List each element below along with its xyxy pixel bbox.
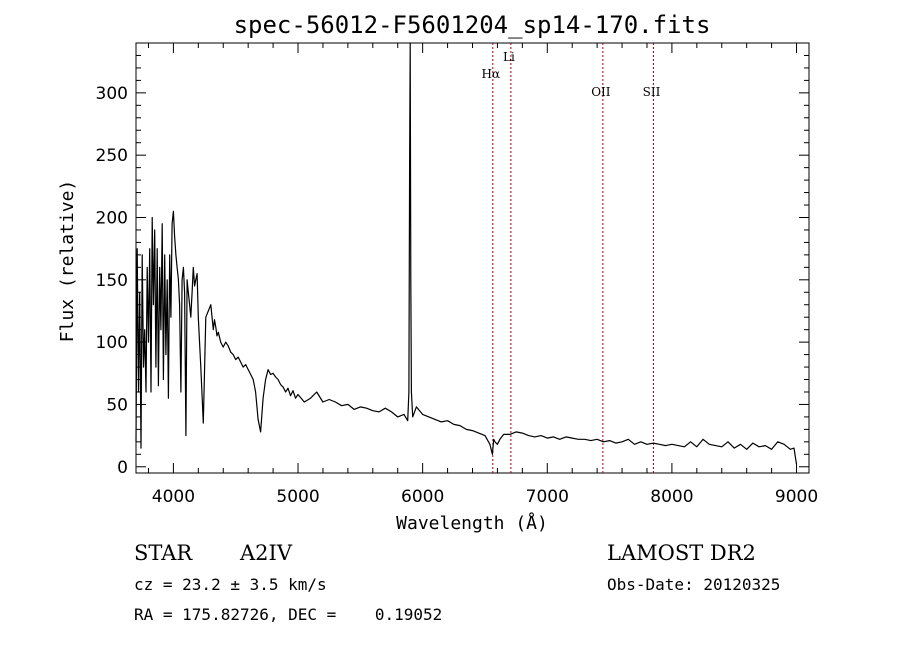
chart-title: spec-56012-F5601204_sp14-170.fits	[234, 11, 711, 39]
line-marker-label: Li	[503, 50, 515, 64]
x-tick-label: 7000	[526, 487, 569, 507]
x-axis: 4000 5000 6000 7000 8000 9000	[147, 43, 818, 507]
y-tick-label: 200	[96, 208, 128, 228]
y-axis-label: Flux (relative)	[57, 180, 78, 343]
y-tick-label: 300	[96, 84, 128, 104]
obs-date: Obs-Date: 20120325	[607, 575, 780, 594]
y-axis: 0 50 100 150 200 250 300	[96, 54, 809, 478]
y-tick-label: 0	[117, 458, 128, 478]
coordinates-text: RA = 175.82726, DEC = 0.19052	[134, 605, 442, 624]
object-subclass: A2IV	[239, 541, 293, 565]
x-tick-label: 9000	[775, 487, 818, 507]
y-tick-label: 50	[106, 395, 128, 415]
survey-name: LAMOST DR2	[607, 541, 756, 565]
plot-frame	[135, 42, 810, 474]
y-tick-label: 150	[96, 271, 128, 291]
line-marker-label: Hα	[482, 67, 501, 81]
line-marker-label: SII	[643, 85, 661, 99]
spectrum-series-line	[135, 42, 798, 465]
redshift-text: cz = 23.2 ± 3.5 km/s	[134, 575, 327, 594]
x-tick-label: 6000	[401, 487, 444, 507]
x-tick-label: 8000	[650, 487, 693, 507]
line-marker-label: OII	[591, 85, 611, 99]
x-tick-label: 5000	[276, 487, 319, 507]
y-tick-label: 250	[96, 146, 128, 166]
object-class: STAR	[134, 541, 193, 565]
x-axis-label: Wavelength (Å)	[396, 512, 548, 534]
x-tick-label: 4000	[152, 487, 195, 507]
y-tick-label: 100	[96, 333, 128, 353]
